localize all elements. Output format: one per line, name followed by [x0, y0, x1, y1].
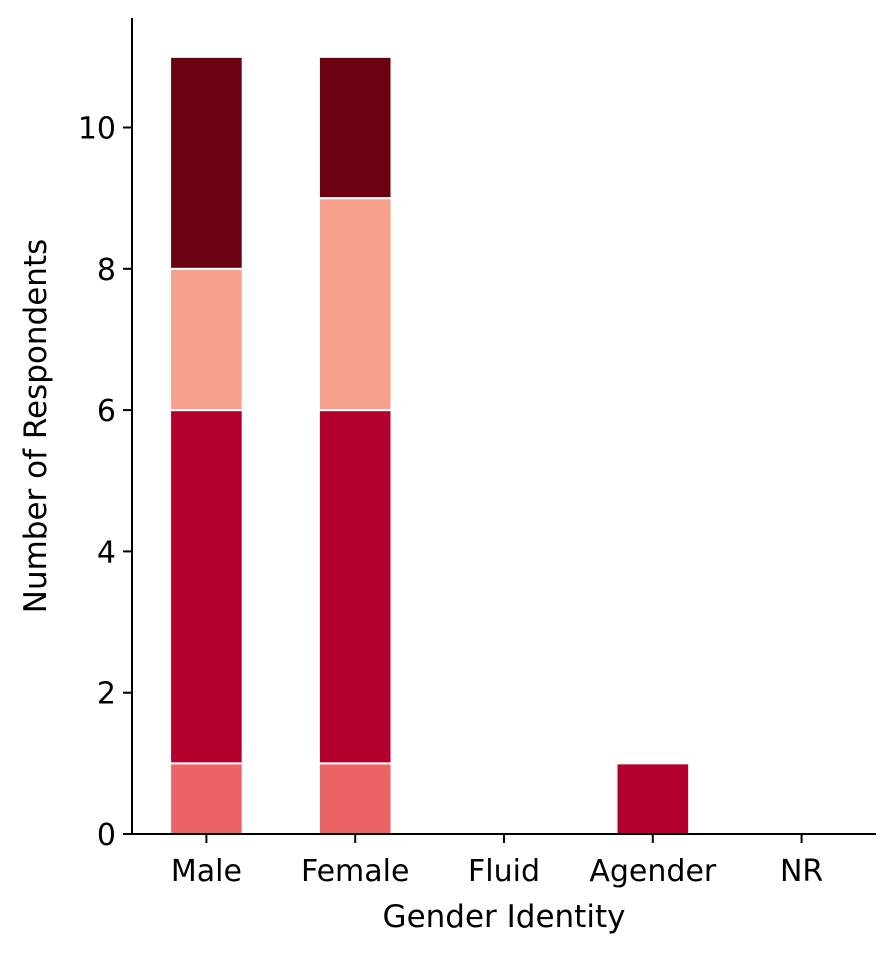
x-axis-ticks: Male Female Fluid Agender NR	[171, 834, 823, 889]
x-tick-label: Male	[171, 854, 242, 889]
y-tick-label: 2	[97, 677, 116, 712]
bar-segment-male-3	[169, 267, 244, 412]
x-tick-label: Fluid	[468, 854, 540, 889]
x-tick-label: Female	[301, 854, 409, 889]
x-tick-label: Agender	[589, 854, 717, 889]
bar-segment-male-4	[169, 55, 244, 270]
bar-segment-agender-2	[615, 762, 691, 835]
bar-segment-male-2	[169, 409, 244, 765]
bars-group	[169, 55, 691, 835]
y-tick-label: 10	[78, 112, 116, 147]
x-tick-label: NR	[780, 854, 823, 889]
y-tick-label: 8	[97, 253, 116, 288]
bar-segment-male-1	[169, 762, 244, 835]
y-tick-label: 0	[97, 818, 116, 853]
bar-segment-female-4	[317, 55, 393, 200]
y-axis-title: Number of Respondents	[18, 239, 54, 613]
bar-segment-female-3	[317, 197, 393, 412]
x-axis-title: Gender Identity	[383, 899, 626, 935]
y-axis-ticks: 0 2 4 6 8 10	[78, 112, 132, 853]
bar-segment-female-1	[317, 762, 393, 835]
y-tick-label: 6	[97, 394, 116, 429]
y-tick-label: 4	[97, 535, 116, 570]
bar-segment-female-2	[317, 409, 393, 765]
